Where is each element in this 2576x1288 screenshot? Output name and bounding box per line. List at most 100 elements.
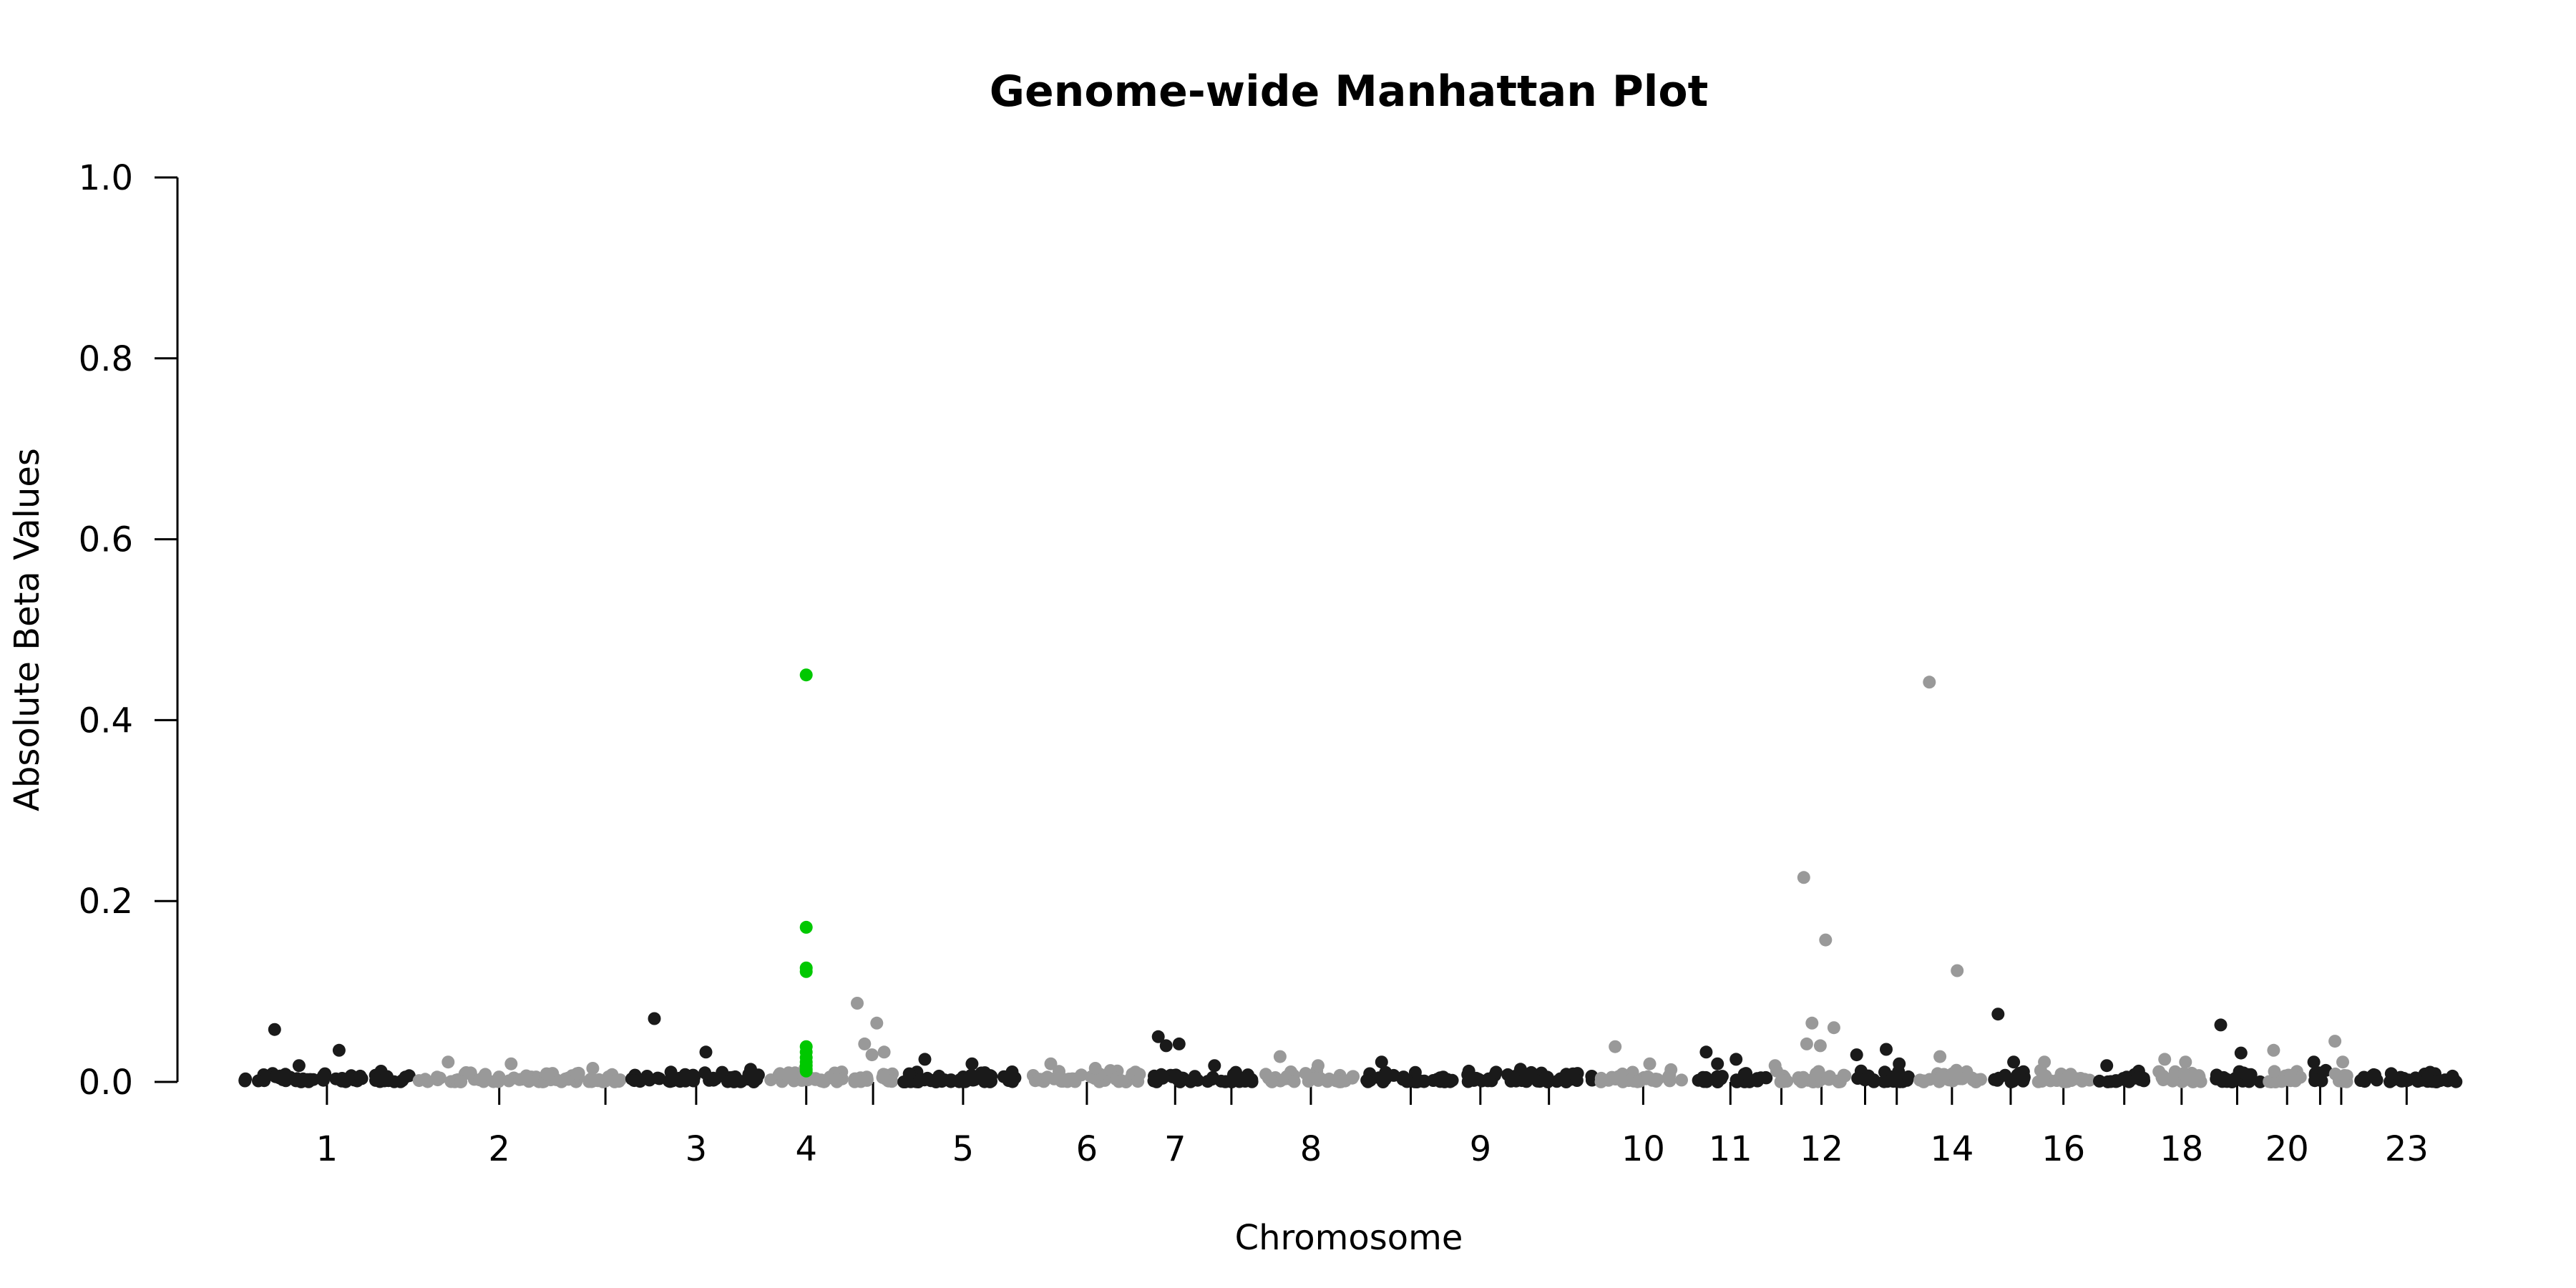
data-point: [2078, 1073, 2092, 1086]
data-point: [1154, 1071, 1168, 1085]
data-point: [355, 1072, 369, 1085]
data-point: [1662, 1070, 1675, 1083]
peak-point: [2038, 1055, 2051, 1069]
data-point: [1760, 1071, 1773, 1085]
x-tick-label: 4: [795, 1129, 817, 1169]
data-point: [2447, 1073, 2461, 1085]
data-point: [479, 1068, 492, 1081]
data-point: [1226, 1072, 1240, 1085]
peak-point: [2007, 1055, 2021, 1069]
peak-point: [586, 1062, 600, 1075]
data-point: [570, 1067, 584, 1080]
data-point: [1408, 1065, 1422, 1079]
peak-point: [870, 1016, 884, 1030]
y-axis-label: Absolute Beta Values: [7, 448, 47, 811]
peak-point: [1699, 1045, 1713, 1059]
data-point: [2166, 1074, 2180, 1088]
peak-point: [865, 1048, 879, 1062]
y-tick-label: 0.0: [79, 1063, 133, 1103]
data-point: [1837, 1068, 1850, 1082]
y-tick-label: 0.2: [79, 882, 133, 922]
data-point: [431, 1073, 444, 1087]
peak-point: [1172, 1037, 1186, 1050]
data-point: [1333, 1075, 1346, 1088]
data-point: [613, 1073, 627, 1087]
peak-point: [799, 1064, 813, 1078]
data-point: [985, 1075, 997, 1088]
y-tick-label: 0.6: [79, 520, 133, 560]
data-point: [258, 1074, 271, 1088]
data-point: [628, 1074, 641, 1088]
x-tick-label: 10: [1621, 1129, 1665, 1169]
data-point: [1988, 1073, 2001, 1086]
peak-point: [2214, 1018, 2228, 1032]
data-point: [2034, 1074, 2048, 1088]
data-point: [1436, 1070, 1450, 1084]
data-point: [2357, 1070, 2371, 1084]
data-point: [1823, 1070, 1836, 1083]
data-point: [1795, 1075, 1808, 1088]
data-point: [945, 1073, 957, 1087]
data-point: [1115, 1074, 1128, 1088]
data-point: [502, 1074, 516, 1088]
data-point: [953, 1073, 967, 1087]
peak-point: [1151, 1030, 1165, 1043]
y-tick-label: 1.0: [79, 158, 133, 198]
data-point: [2093, 1074, 2106, 1088]
peak-point: [918, 1053, 932, 1066]
peak-point: [1827, 1021, 1840, 1035]
data-point: [1525, 1065, 1538, 1079]
data-point: [2384, 1067, 2398, 1080]
peak-point: [1375, 1055, 1388, 1069]
x-axis: 1 2 3 4 5 6 7 8 9 10 11 12 14 16 18 20 23: [316, 1082, 2429, 1169]
data-point: [1472, 1073, 1485, 1086]
data-point: [1570, 1074, 1584, 1087]
peak-point: [1088, 1062, 1102, 1075]
data-point: [1188, 1070, 1201, 1083]
peak-point: [2336, 1055, 2349, 1069]
data-point: [296, 1072, 310, 1085]
data-point: [1916, 1074, 1928, 1088]
data-point: [1878, 1065, 1891, 1079]
data-point: [876, 1070, 889, 1084]
data-point: [854, 1075, 868, 1088]
peak-point: [1768, 1059, 1782, 1073]
x-tick-label: 23: [2385, 1129, 2429, 1169]
peak-point: [1991, 1008, 2005, 1021]
x-tick-label: 2: [488, 1129, 510, 1169]
x-tick-label: 6: [1076, 1129, 1098, 1169]
peak-point: [1880, 1043, 1893, 1056]
peak-point: [2307, 1055, 2321, 1069]
data-point: [678, 1068, 692, 1081]
x-tick-label: 20: [2265, 1129, 2309, 1169]
peak-point: [1711, 1057, 1724, 1070]
data-point: [1053, 1065, 1065, 1078]
data-point: [1651, 1073, 1664, 1086]
x-tick-label: 11: [1709, 1129, 1752, 1169]
data-point: [2217, 1070, 2230, 1084]
peak-point: [268, 1023, 281, 1036]
peak-point: [2234, 1046, 2248, 1060]
data-point: [1378, 1073, 1392, 1086]
peak-point: [1513, 1063, 1527, 1076]
data-point: [1710, 1070, 1724, 1083]
y-axis: 0.0 0.2 0.4 0.6 0.8 1.0: [79, 158, 179, 1103]
x-tick-label: 12: [1800, 1129, 1843, 1169]
data-point: [2059, 1073, 2072, 1086]
data-point: [1862, 1069, 1875, 1083]
peak-point: [1208, 1059, 1221, 1073]
peak-point: [858, 1037, 872, 1050]
data-point: [1201, 1075, 1214, 1088]
data-points: [238, 668, 2463, 1088]
data-point: [519, 1069, 533, 1083]
data-point: [997, 1070, 1010, 1083]
peak-point: [877, 1045, 891, 1059]
data-point: [2429, 1075, 2443, 1088]
data-point: [1594, 1071, 1608, 1085]
data-point: [1851, 1072, 1865, 1085]
peak-point: [2267, 1043, 2280, 1057]
data-point: [2185, 1072, 2198, 1085]
peak-point: [799, 965, 813, 978]
data-point: [316, 1073, 330, 1087]
